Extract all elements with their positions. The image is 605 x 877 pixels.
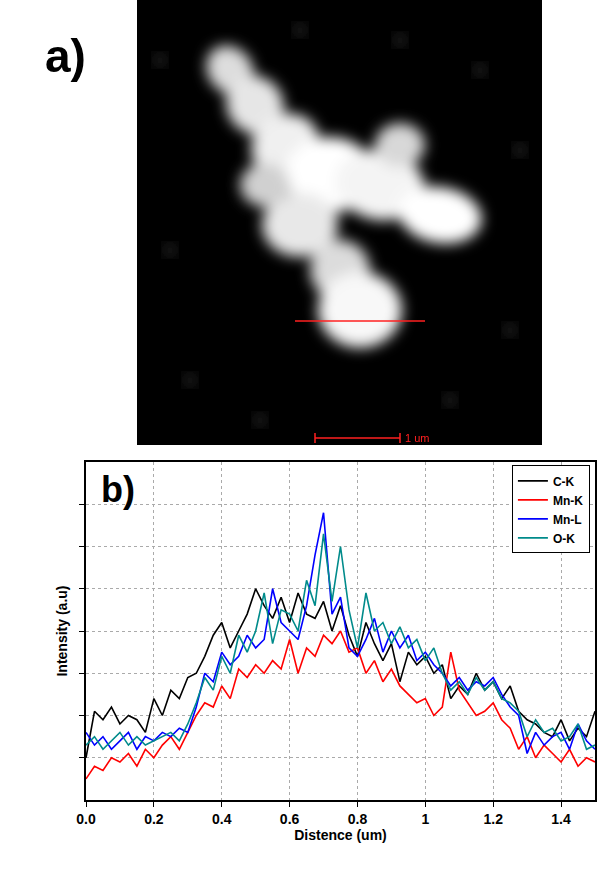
svg-text:Distence (um): Distence (um) [294, 827, 387, 843]
svg-text:0.2: 0.2 [144, 811, 164, 827]
svg-text:0.0: 0.0 [76, 811, 96, 827]
svg-text:Mn-L: Mn-L [553, 513, 582, 527]
svg-text:1.2: 1.2 [483, 811, 503, 827]
svg-text:1 um: 1 um [405, 432, 429, 444]
svg-text:Intensity (a.u): Intensity (a.u) [54, 585, 70, 676]
svg-text:a): a) [45, 30, 86, 82]
svg-text:1: 1 [421, 811, 429, 827]
svg-text:0.4: 0.4 [212, 811, 232, 827]
svg-text:0.6: 0.6 [280, 811, 300, 827]
svg-text:C-K: C-K [553, 475, 575, 489]
svg-text:O-K: O-K [553, 532, 575, 546]
svg-text:1.4: 1.4 [551, 811, 571, 827]
svg-text:0.8: 0.8 [348, 811, 368, 827]
svg-text:b): b) [101, 469, 135, 510]
svg-text:Mn-K: Mn-K [553, 494, 583, 508]
